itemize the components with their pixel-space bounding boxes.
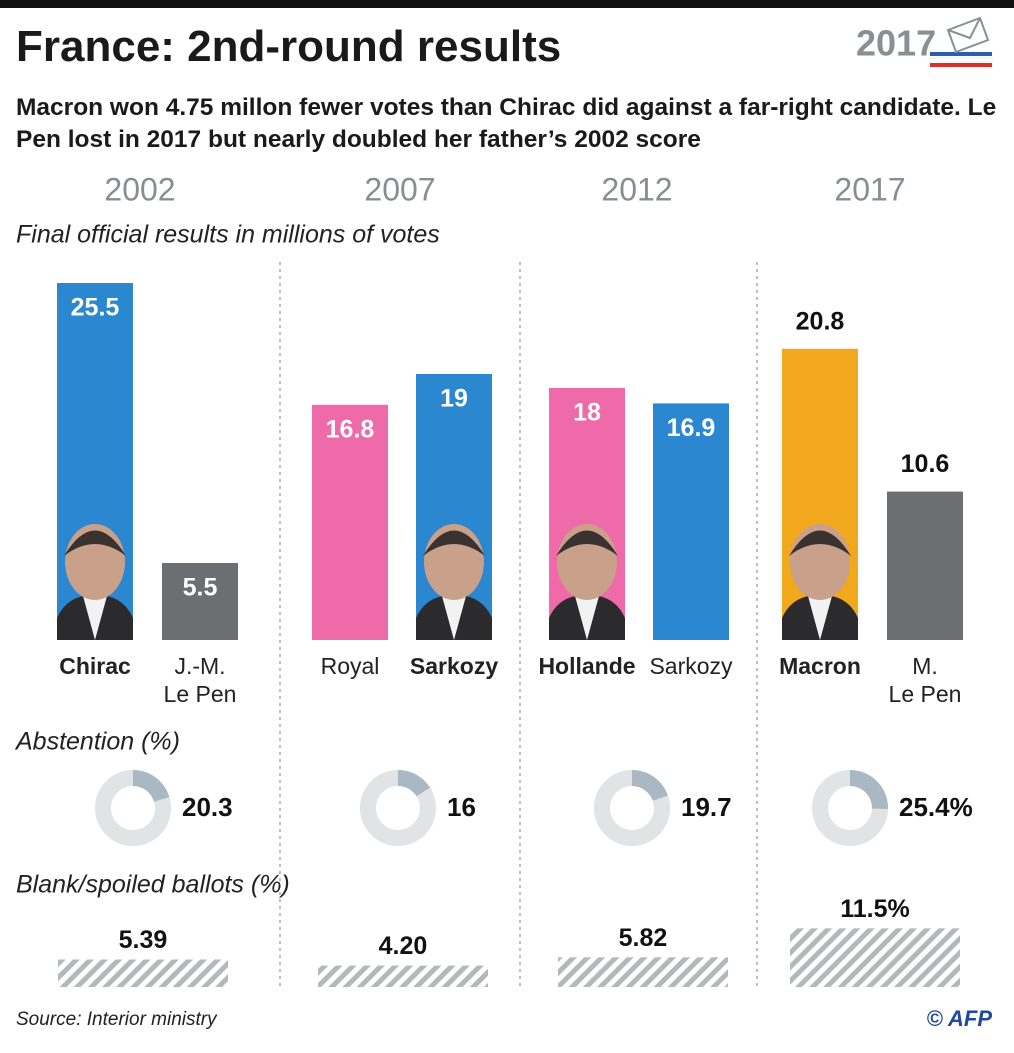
portrait xyxy=(416,524,492,640)
logo: 2017 xyxy=(856,16,993,67)
year-label: 2007 xyxy=(364,171,435,207)
candidate-name: Chirac xyxy=(59,653,131,679)
candidate-name: Royal xyxy=(320,653,380,679)
year-label: 2012 xyxy=(601,171,672,207)
value-label: 18 xyxy=(573,399,601,427)
portrait-shirt xyxy=(575,596,599,640)
portrait-shirt xyxy=(442,596,466,640)
portrait-shirt xyxy=(83,596,107,640)
value-label: 4.20 xyxy=(379,932,428,960)
title: France: 2nd-round results xyxy=(16,22,562,71)
candidate-name: Sarkozy xyxy=(649,653,733,679)
hatched-bar xyxy=(58,959,228,987)
bar xyxy=(312,404,388,640)
section-title: Abstention (%) xyxy=(14,728,180,756)
chart-subtitle: Final official results in millions of vo… xyxy=(16,221,440,249)
value-label: 11.5% xyxy=(840,895,910,923)
value-label: 16 xyxy=(447,792,476,822)
hatched-bar xyxy=(558,957,728,987)
value-label: 5.5 xyxy=(183,574,218,602)
value-label: 10.6 xyxy=(901,450,950,478)
portrait-hair xyxy=(423,530,485,556)
candidate-name: Hollande xyxy=(538,653,636,679)
top-rule xyxy=(0,0,1014,8)
portrait xyxy=(549,524,625,640)
portrait-hair xyxy=(789,530,851,556)
donut-wedge xyxy=(398,770,431,797)
hatched-bar xyxy=(790,928,960,987)
portrait xyxy=(782,524,858,640)
value-label: 16.8 xyxy=(326,415,375,443)
donut-wedge xyxy=(133,770,170,802)
credit: © AFP xyxy=(926,1006,992,1031)
value-label: 19 xyxy=(440,385,468,413)
value-label: 19.7 xyxy=(681,792,732,822)
portrait-hair xyxy=(556,530,618,556)
panel-dividers xyxy=(279,262,758,990)
donut-wedge xyxy=(850,770,888,809)
value-label: 16.9 xyxy=(667,414,716,442)
bar xyxy=(887,491,963,640)
year-label: 2002 xyxy=(104,171,175,207)
value-label: 25.5 xyxy=(71,294,120,322)
bar xyxy=(162,563,238,640)
portrait xyxy=(57,524,133,640)
value-label: 25.4% xyxy=(899,792,973,822)
source: Source: Interior ministry xyxy=(16,1009,218,1030)
value-label: 20.3 xyxy=(182,792,233,822)
hatched-bar xyxy=(318,965,488,987)
logo-text: 2017 xyxy=(856,23,936,64)
portrait-shirt xyxy=(808,596,832,640)
value-label: 5.82 xyxy=(619,924,668,952)
year-label: 2017 xyxy=(834,171,905,207)
section-title: Blank/spoiled ballots (%) xyxy=(16,871,290,899)
donut-wedge xyxy=(632,770,668,801)
candidate-name: J.-M. Le Pen xyxy=(163,653,237,707)
portrait-hair xyxy=(64,530,126,556)
candidate-name: Macron xyxy=(779,653,861,679)
candidate-name: M. Le Pen xyxy=(888,653,962,707)
value-label: 5.39 xyxy=(119,926,168,954)
bar xyxy=(653,403,729,640)
value-label: 20.8 xyxy=(796,307,845,335)
subtitle: Macron won 4.75 millon fewer votes than … xyxy=(16,94,997,153)
candidate-name: Sarkozy xyxy=(409,653,499,679)
